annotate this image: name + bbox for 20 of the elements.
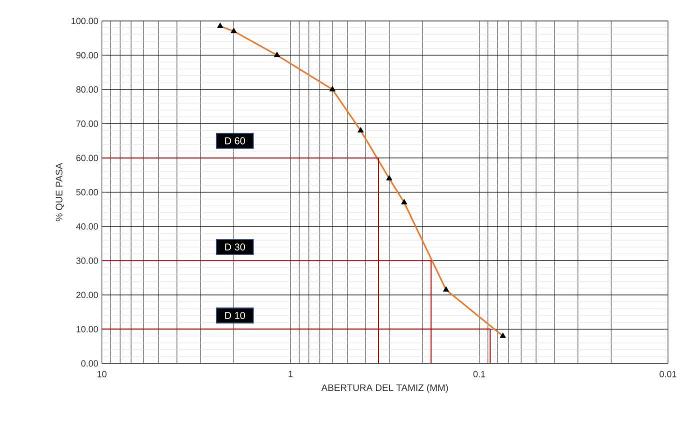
y-tick-label: 50.00	[76, 188, 98, 196]
y-tick-label: 80.00	[76, 86, 98, 92]
y-axis-title: % QUE PASA	[56, 162, 64, 222]
y-tick-label: 40.00	[76, 223, 98, 230]
y-tick-label: 100.00	[72, 18, 98, 24]
x-tick-label: 0.1	[473, 370, 486, 378]
x-tick-label: 10	[98, 370, 106, 378]
y-tick-label: 60.00	[76, 154, 98, 161]
x-tick-label: 1	[288, 370, 293, 377]
annotation: D 30	[225, 243, 245, 250]
y-tick-label: 90.00	[76, 52, 98, 58]
y-tick-label: 30.00	[76, 257, 98, 264]
x-tick-label: 0.01	[660, 370, 676, 378]
y-tick-label: 20.00	[76, 292, 98, 298]
y-tick-label: 70.00	[76, 120, 98, 127]
y-tick-label: 0.00	[81, 360, 98, 366]
x-axis-title: ABERTURA DEL TAMIZ (MM)	[321, 384, 448, 393]
y-tick-label: 10.00	[76, 326, 98, 332]
annotation: D 10	[225, 312, 245, 319]
annotation: D 60	[225, 137, 245, 144]
